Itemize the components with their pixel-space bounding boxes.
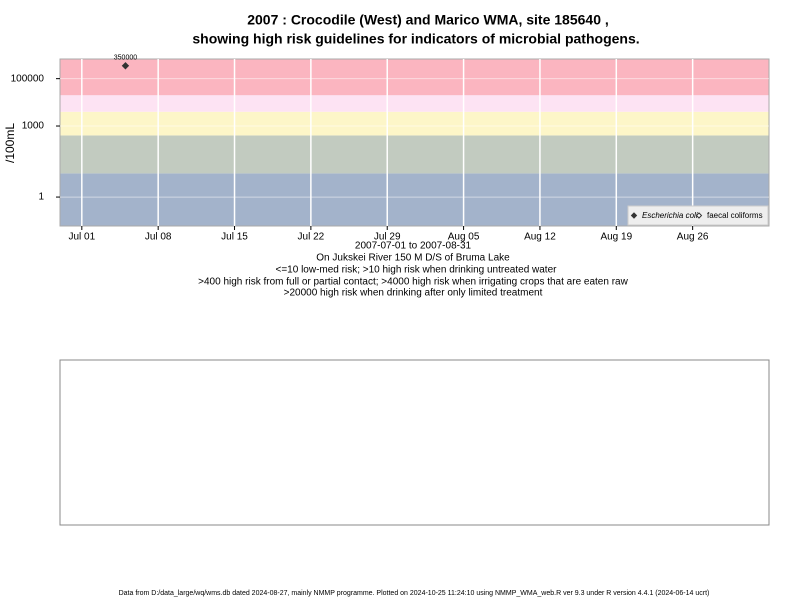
chart-title: 2007 : Crocodile (West) and Marico WMA, …: [247, 12, 609, 28]
x-tick-label: Aug 19: [600, 232, 632, 243]
risk-band: [60, 111, 769, 136]
note: <=10 low-med risk; >10 high risk when dr…: [276, 265, 558, 276]
x-tick-label: Aug 12: [524, 232, 556, 243]
note: On Jukskei River 150 M D/S of Bruma Lake: [316, 253, 510, 264]
x-tick-label: Aug 26: [677, 232, 709, 243]
risk-band: [60, 59, 769, 96]
risk-band: [60, 95, 769, 112]
x-axis-label: 2007-07-01 to 2007-08-31: [355, 241, 472, 252]
x-tick-label: Jul 22: [298, 232, 325, 243]
x-tick-label: Jul 15: [221, 232, 248, 243]
plot-frame: [59, 58, 770, 227]
x-tick-label: Aug 05: [448, 232, 480, 243]
x-tick-label: Jul 29: [374, 232, 401, 243]
legend-label: faecal coliforms: [707, 211, 763, 220]
legend-marker: [630, 212, 638, 219]
footer: Data from D:/data_large/wq/wms.db dated …: [119, 590, 710, 597]
note: >400 high risk from full or partial cont…: [198, 277, 628, 288]
data-label: 350000: [114, 55, 137, 62]
y-tick-label: 1000: [22, 121, 45, 132]
legend-marker: [695, 212, 703, 219]
empty-panel: [59, 359, 770, 526]
chart-title: showing high risk guidelines for indicat…: [192, 31, 639, 47]
y-tick-label: 1: [38, 192, 44, 203]
note: >20000 high risk when drinking after onl…: [284, 288, 543, 299]
data-point: [121, 62, 130, 70]
legend-label: Escherichia coli: [642, 211, 698, 220]
risk-band: [60, 135, 769, 174]
y-tick-label: 100000: [11, 73, 45, 84]
y-axis-label: /100mL: [3, 123, 17, 163]
x-tick-label: Jul 08: [145, 232, 172, 243]
x-tick-label: Jul 01: [68, 232, 95, 243]
